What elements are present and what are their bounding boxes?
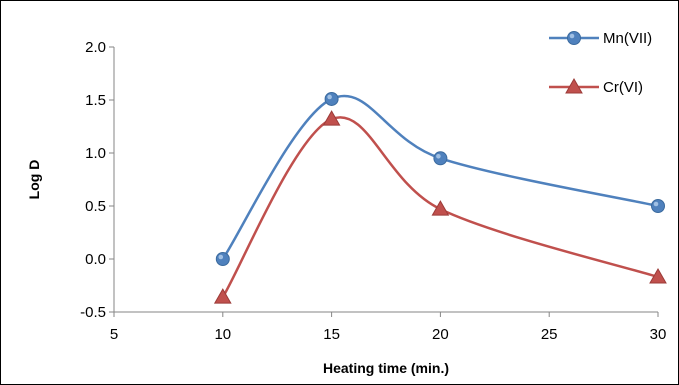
y-tick-label: 1.5: [85, 92, 106, 109]
marker-highlight: [653, 201, 659, 207]
legend-label-1: Mn(VII): [603, 30, 652, 47]
y-tick-label: 2.0: [85, 39, 106, 56]
x-tick-label: 30: [650, 326, 667, 343]
data-point-1-4: [651, 199, 665, 213]
legend-marker-1: [567, 31, 581, 45]
data-point-1-2: [324, 91, 339, 106]
marker-body: [433, 151, 448, 166]
axes: [109, 46, 659, 317]
data-point-2-3: [431, 200, 450, 216]
y-axis-title: Log D: [26, 160, 42, 200]
x-tick-label: 25: [541, 326, 558, 343]
marker-highlight: [436, 154, 441, 159]
data-point-2-2: [322, 110, 341, 126]
tick-labels: -0.5 0.0 0.5 1.0 1.5 2.0 5 10 15 20 25 30: [80, 39, 666, 343]
y-tick-label: 1.0: [85, 145, 106, 162]
marker-highlight: [327, 94, 332, 100]
series-line-2: [221, 116, 659, 298]
data-point-2-4: [649, 268, 667, 284]
data-point-1-3: [433, 151, 448, 166]
marker-body: [215, 252, 230, 266]
x-tick-label: 10: [214, 326, 231, 343]
y-tick-label: 0.5: [85, 198, 106, 215]
marker-body: [567, 31, 581, 45]
data-point-1-1: [215, 252, 230, 266]
marker-body: [324, 91, 339, 106]
x-tick-label: 5: [110, 326, 118, 343]
legend: Mn(VII) Cr(VI): [549, 30, 652, 96]
x-axis-title: Heating time (min.): [323, 360, 449, 376]
x-tick-label: 20: [432, 326, 449, 343]
marker-highlight: [218, 254, 224, 260]
data-point-2-1: [213, 288, 232, 304]
legend-label-2: Cr(VI): [603, 79, 643, 96]
series-layer: [213, 91, 667, 304]
legend-marker-2: [565, 77, 583, 94]
x-tick-label: 15: [323, 326, 340, 343]
y-tick-label: -0.5: [80, 304, 106, 321]
series-line-1: [221, 94, 659, 260]
y-tick-label: 0.0: [85, 251, 106, 268]
marker-highlight: [569, 33, 575, 39]
marker-body: [651, 199, 665, 213]
